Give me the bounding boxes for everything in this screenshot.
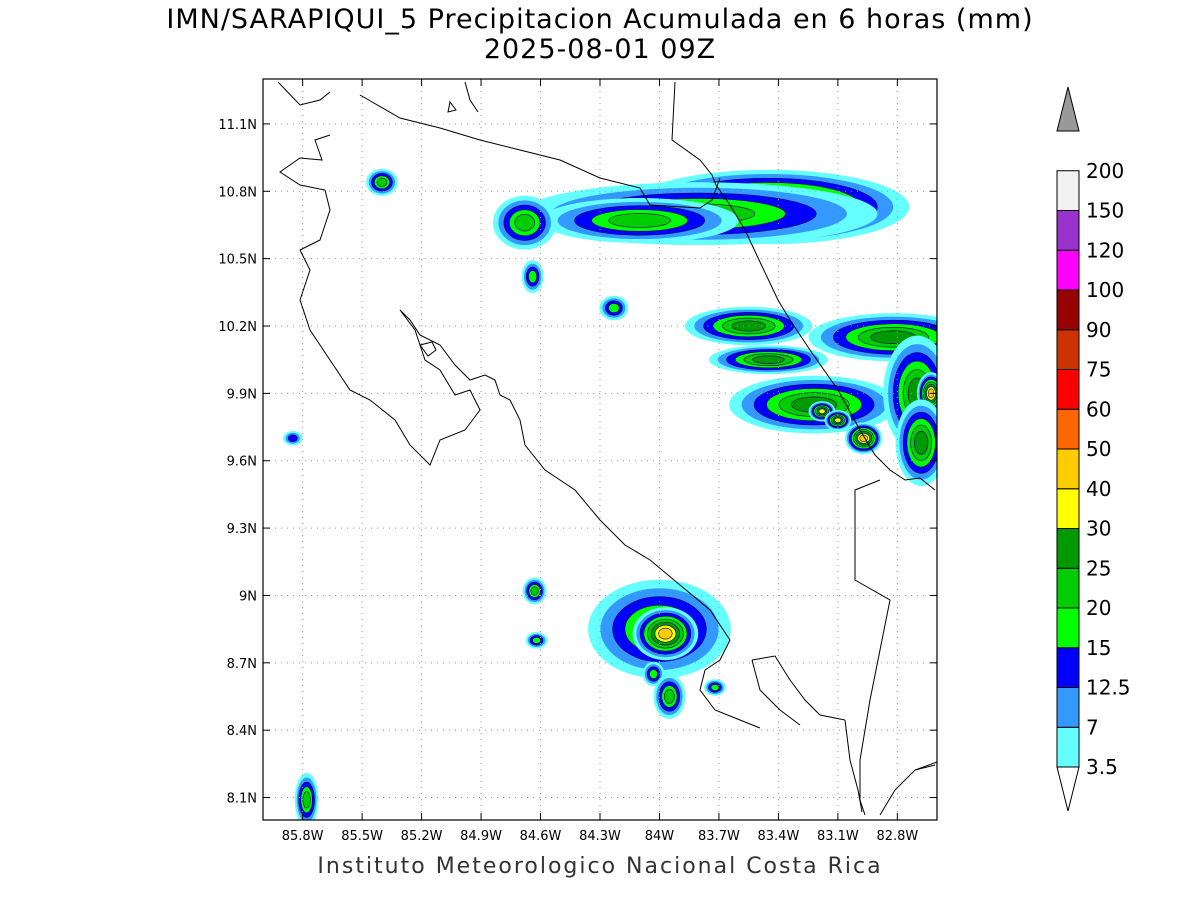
colorbar-swatch xyxy=(1056,289,1080,331)
colorbar-swatch xyxy=(1056,170,1080,211)
precip-contour xyxy=(664,689,675,704)
coastline-borders xyxy=(277,81,937,816)
colorbar-label: 7 xyxy=(1086,715,1099,739)
colorbar-label: 50 xyxy=(1086,437,1111,461)
colorbar-swatch xyxy=(1056,687,1080,728)
colorbar-swatch xyxy=(1056,448,1080,490)
precip-contour xyxy=(514,213,535,232)
lon-tick-label: 83.1W xyxy=(817,829,859,844)
lat-tick-label: 8.1N xyxy=(227,792,257,807)
precip-contour xyxy=(649,669,658,679)
precip-contour xyxy=(376,177,388,187)
lat-tick-label: 9.3N xyxy=(227,522,257,537)
colorbar-extend-max xyxy=(1056,86,1080,132)
colorbar-label: 3.5 xyxy=(1086,755,1118,779)
colorbar-swatch xyxy=(1056,488,1080,529)
colorbar-label: 40 xyxy=(1086,477,1111,501)
lon-tick-label: 83.7W xyxy=(698,829,740,844)
lon-tick-label: 85.5W xyxy=(341,829,383,844)
colorbar-label: 60 xyxy=(1086,397,1111,421)
colorbar-swatch xyxy=(1056,726,1080,768)
precip-contour xyxy=(658,627,673,640)
lat-tick-label: 10.5N xyxy=(218,253,257,268)
precip-contour xyxy=(834,417,842,423)
precip-contour xyxy=(528,270,538,284)
colorbar-swatch xyxy=(1056,567,1080,609)
colorbar-swatch xyxy=(1056,210,1080,251)
precip-contour xyxy=(710,684,720,691)
colorbar-label: 120 xyxy=(1086,238,1124,262)
precip-contour xyxy=(914,430,929,455)
lat-tick-label: 8.4N xyxy=(227,724,257,739)
colorbar-swatch xyxy=(1056,408,1080,450)
lon-tick-label: 82.8W xyxy=(876,829,918,844)
lon-tick-label: 85.8W xyxy=(282,829,324,844)
colorbar-extend-min xyxy=(1056,766,1080,812)
colorbar-swatch xyxy=(1056,607,1080,649)
lat-tick-label: 9.6N xyxy=(227,455,257,470)
precip-contour xyxy=(608,303,620,313)
precip-contour xyxy=(302,791,311,809)
precip-contour xyxy=(752,355,785,364)
colorbar-label: 25 xyxy=(1086,556,1111,580)
colorbar-swatch xyxy=(1056,647,1080,688)
colorbar-swatch xyxy=(1056,528,1080,569)
lat-tick-label: 10.8N xyxy=(218,185,257,200)
colorbar-label: 150 xyxy=(1086,199,1124,223)
axis-ticks: 11.1N 10.8N 10.5N 10.2N 9.9N 9.6N 9.3N 9N 8.7N 8.… xyxy=(218,79,937,844)
lat-tick-label: 11.1N xyxy=(218,118,257,133)
lat-tick-label: 9.9N xyxy=(227,387,257,402)
colorbar-label: 75 xyxy=(1086,358,1111,382)
colorbar-swatch xyxy=(1056,249,1080,291)
precip-contour xyxy=(608,213,671,228)
colorbar-swatch xyxy=(1056,329,1080,370)
precip-contour xyxy=(532,636,541,644)
colorbar-label: 15 xyxy=(1086,636,1111,660)
colorbar-label: 100 xyxy=(1086,278,1124,302)
lat-tick-label: 10.2N xyxy=(218,320,257,335)
colorbar-legend: 3.5 7 12.5 15 20 25 30 40 50 60 75 90 100 120 150 200 xyxy=(1056,86,1131,812)
colorbar-swatch xyxy=(1056,369,1080,410)
colorbar-label: 20 xyxy=(1086,596,1111,620)
lon-tick-label: 84.9W xyxy=(460,829,502,844)
lon-tick-label: 84W xyxy=(645,829,675,844)
precip-contour xyxy=(287,434,298,443)
lon-tick-label: 84.6W xyxy=(520,829,562,844)
precipitation-layer xyxy=(283,168,937,820)
precip-contour xyxy=(530,586,539,596)
colorbar-label: 200 xyxy=(1086,159,1124,183)
lat-tick-label: 9N xyxy=(239,589,257,604)
lon-tick-label: 83.4W xyxy=(758,829,800,844)
map-subtitle-date: 2025-08-01 09Z xyxy=(483,34,717,65)
colorbar-label: 12.5 xyxy=(1086,676,1131,700)
lat-tick-label: 8.7N xyxy=(227,657,257,672)
colorbar-label: 90 xyxy=(1086,318,1111,342)
grid-lines xyxy=(263,79,937,820)
lon-tick-label: 84.3W xyxy=(579,829,621,844)
map-title: IMN/SARAPIQUI_5 Precipitacion Acumulada … xyxy=(166,4,1034,35)
footer-credit: Instituto Meteorologico Nacional Costa R… xyxy=(317,854,883,879)
lon-tick-label: 85.2W xyxy=(401,829,443,844)
precip-contour xyxy=(818,408,826,414)
colorbar-label: 30 xyxy=(1086,517,1111,541)
precip-contour xyxy=(731,320,766,332)
